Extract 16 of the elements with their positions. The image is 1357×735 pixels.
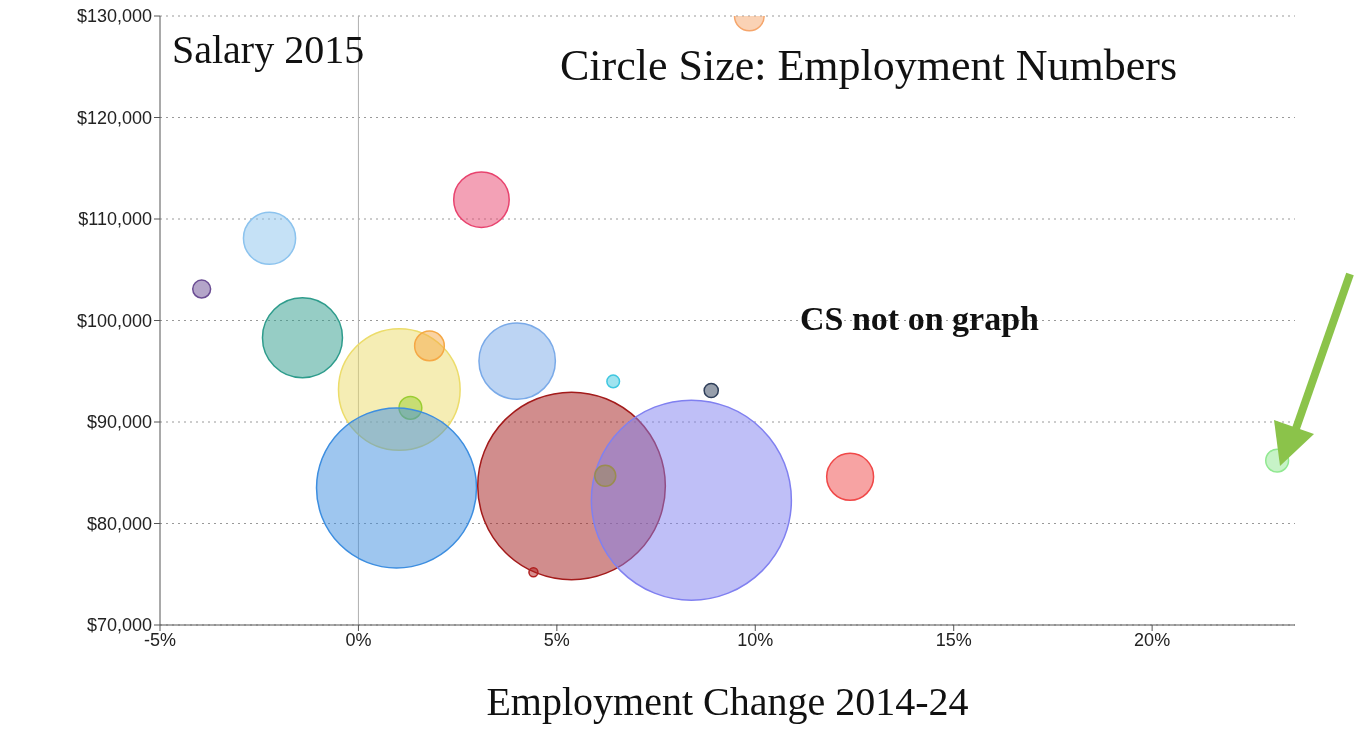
y-tick-label: $80,000: [86, 513, 152, 534]
x-tick-label: 20%: [1134, 629, 1171, 650]
y-tick-label: $100,000: [76, 310, 152, 331]
x-tick-label: 15%: [935, 629, 972, 650]
y-tick-label: $110,000: [78, 209, 152, 230]
y-tick-label: $130,000: [76, 6, 152, 27]
annotation: CS not on graph: [800, 300, 1040, 338]
y-tick-label: $90,000: [86, 412, 152, 433]
annotation: Circle Size: Employment Numbers: [560, 40, 1178, 91]
x-tick-label: 0%: [345, 629, 372, 650]
x-tick-label: 10%: [737, 629, 774, 650]
x-tick-label: 5%: [543, 629, 570, 650]
y-axis-title: Salary 2015: [172, 27, 365, 72]
y-tick-label: $70,000: [86, 615, 152, 636]
x-axis-title: Employment Change 2014-24: [485, 679, 970, 724]
y-tick-label: $120,000: [76, 107, 152, 128]
